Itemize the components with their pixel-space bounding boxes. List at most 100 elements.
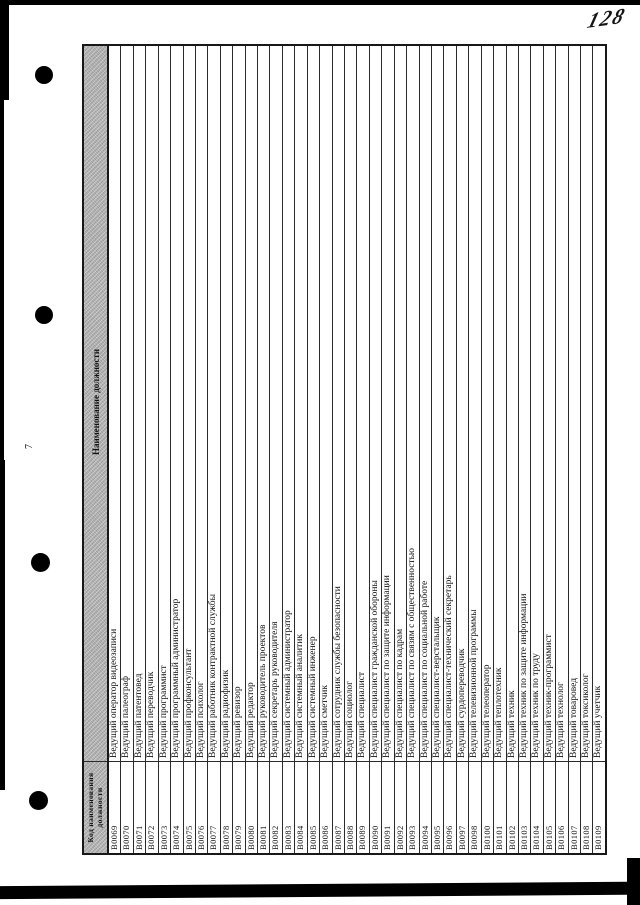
code-cell: B0101 [494,761,506,853]
title-cell: Ведущий учетчик [593,685,604,758]
page-number-handwritten: 128 [584,2,630,34]
title-cell: Ведущий системный администратор [282,610,293,758]
code-cell: B0106 [556,761,568,853]
scan-edge-left [0,0,9,100]
code-cell: B0087 [332,761,345,853]
code-cell: B0080 [245,761,258,853]
table-row: B0100 Ведущий телеоператор [481,46,495,853]
code-cell: B0107 [568,761,581,853]
title-cell: Ведущий психолог [195,681,206,758]
table-row: B0094 Ведущий специалист по социальной р… [419,46,432,853]
code-cell: B0073 [158,761,171,853]
title-cell: Ведущий оператор видеозаписи [109,628,119,758]
table-row: B0096 Ведущий специалист-технический сек… [444,46,457,853]
table-row: B0087 Ведущий сотрудник службы безопасно… [332,46,346,853]
title-cell: Ведущий сотрудник службы безопасности [332,586,343,758]
table-row: B0073 Ведущий программист [158,46,172,853]
title-cell: Ведущий радиофизик [220,669,231,758]
title-cell: Ведущий специалист-верстальщик [431,616,442,758]
code-cell: B0078 [220,761,233,853]
title-cell: Ведущий руководитель проектов [258,624,269,758]
title-cell: Ведущий техник-программист [543,634,554,758]
table-row: B0085 Ведущий системный инженер [307,46,321,853]
title-cell: Ведущий техник по труду [531,653,542,758]
code-cell: B0096 [444,761,456,853]
punch-hole-dot [31,553,50,572]
code-cell: B0097 [456,761,469,853]
title-cell: Ведущий специалист по социальной работе [419,580,430,758]
table-row: B0106 Ведущий технолог [556,46,569,853]
table-row: B0103 Ведущий техник по защите информаци… [518,46,532,853]
title-cell: Ведущий патентовед [133,673,144,758]
title-cell: Ведущий специалист [357,671,368,758]
table-rows: B0069 Ведущий оператор видеозаписи B0070… [109,46,605,853]
table-row: B0090 Ведущий специалист гражданской обо… [369,46,383,853]
table-row: B0104 Ведущий техник по труду [531,46,544,853]
code-cell: B0090 [369,761,382,853]
title-cell: Ведущий специалист-технический секретарь [444,575,455,758]
code-cell: B0085 [307,761,320,853]
table-row: B0107 Ведущий товаровед [568,46,582,853]
code-cell: B0079 [233,761,245,853]
title-cell: Ведущий переводчик [146,671,157,758]
code-cell: B0076 [195,761,208,853]
title-cell: Ведущий сметчик [320,685,331,758]
title-cell: Ведущий специалист по кадрам [394,628,405,758]
code-cell: B0069 [109,761,121,853]
table-row: B0091 Ведущий специалист по защите инфор… [382,46,395,853]
title-cell: Ведущий специалист по защите информации [382,575,393,758]
scan-edge-left [0,460,5,790]
code-cell: B0084 [295,761,307,853]
punch-hole-dot [35,66,53,84]
title-cell: Ведущий специалист гражданской обороны [369,580,380,758]
code-cell: B0091 [382,761,394,853]
title-cell: Ведущий социолог [345,680,356,758]
title-cell: Ведущий системный инженер [307,636,318,758]
table-row: B0088 Ведущий социолог [345,46,358,853]
code-cell: B0083 [282,761,295,853]
table-row: B0086 Ведущий сметчик [320,46,333,853]
table-row: B0092 Ведущий специалист по кадрам [394,46,408,853]
table-row: B0109 Ведущий учетчик [593,46,605,853]
title-cell: Ведущий ревизор [233,686,244,758]
table-row: B0097 Ведущий сурдопереводчик [456,46,470,853]
title-cell: Ведущий секретарь руководителя [270,621,281,759]
table-row: B0095 Ведущий специалист-верстальщик [431,46,445,853]
table-row: B0076 Ведущий психолог [195,46,209,853]
title-cell: Ведущий сурдопереводчик [456,648,467,758]
code-cell: B0093 [407,761,419,853]
table-row: B0082 Ведущий секретарь руководителя [270,46,283,853]
title-cell: Ведущий программист [158,665,169,758]
title-cell: Ведущий специалист по связям с обществен… [407,548,418,758]
title-cell: Ведущий системный аналитик [295,634,306,758]
title-cell: Ведущий работник контрактной службы [208,594,219,758]
rotated-table-area: Код наименования должности Наименование … [82,44,607,855]
table-row: B0098 Ведущий телевизионной программы [469,46,482,853]
code-cell: B0105 [543,761,556,853]
code-cell: B0102 [506,761,518,853]
title-cell: Ведущий телевизионной программы [469,609,480,758]
scan-edge-top [0,0,640,5]
code-cell: B0077 [208,761,220,853]
scan-edge-bottom [0,881,629,900]
title-cell: Ведущий телеоператор [481,664,492,759]
title-cell: Ведущий техник по защите информации [518,593,529,758]
title-cell: Ведущий теплотехник [494,667,505,758]
table-row: B0071 Ведущий патентовед [133,46,147,853]
table-row: B0080 Ведущий редактор [245,46,259,853]
table-row: B0084 Ведущий системный аналитик [295,46,308,853]
table-row: B0072 Ведущий переводчик [146,46,159,853]
punch-hole-dot [29,791,48,810]
code-cell: B0070 [121,761,133,853]
code-cell: B0089 [357,761,369,853]
staff-positions-table: Код наименования должности Наименование … [82,44,607,855]
table-row: B0079 Ведущий ревизор [233,46,246,853]
title-cell: Ведущий товаровед [568,677,579,758]
column-header-code: Код наименования должности [84,761,107,853]
table-row: B0078 Ведущий радиофизик [220,46,234,853]
table-row: B0074 Ведущий программный администратор [171,46,184,853]
title-cell: Ведущий техник [506,690,517,758]
code-cell: B0075 [183,761,195,853]
table-row: B0101 Ведущий теплотехник [494,46,507,853]
code-cell: B0088 [345,761,357,853]
